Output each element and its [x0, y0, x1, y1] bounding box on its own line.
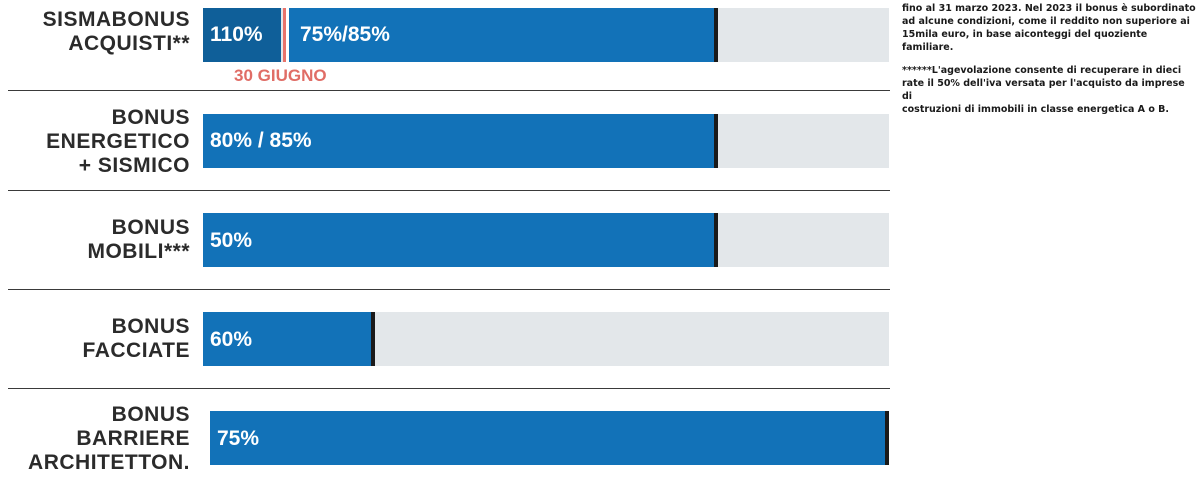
- row-label-line: ENERGETICO: [46, 130, 190, 153]
- bar-fill: [289, 8, 716, 62]
- data-label: 110%: [210, 23, 263, 46]
- row-label-mobili: BONUS MOBILI***: [0, 216, 190, 264]
- footnote-2: ******L'agevolazione consente di recuper…: [902, 64, 1198, 116]
- bar-end-mark: [370, 312, 375, 366]
- data-label: 75%/85%: [300, 23, 390, 46]
- row-divider: [8, 388, 890, 389]
- data-label: 80% / 85%: [210, 129, 312, 152]
- bar-fill: [203, 213, 716, 267]
- bar-fill: [203, 312, 373, 366]
- row-label-energetico: BONUS ENERGETICO + SISMICO: [0, 106, 190, 178]
- row-divider: [8, 190, 890, 191]
- footnote-1: fino al 31 marzo 2023. Nel 2023 il bonus…: [902, 2, 1198, 54]
- deadline-annotation: 30 GIUGNO: [234, 66, 327, 85]
- row-label-line: BONUS: [111, 106, 190, 129]
- row-label-line: ACQUISTI**: [68, 32, 190, 55]
- row-label-line: + SISMICO: [78, 154, 190, 177]
- bar-end-mark: [713, 114, 718, 168]
- bar-end-mark: [713, 213, 718, 267]
- footnote-line: ad alcune condizioni, come il reddito no…: [902, 16, 1190, 27]
- bar-segment-110: [203, 8, 281, 62]
- data-label: 75%: [217, 427, 260, 450]
- footnote-line: rate il 50% dell'iva versata per l'acqui…: [902, 78, 1185, 102]
- row-label-facciate: BONUS FACCIATE: [0, 315, 190, 363]
- row-divider: [8, 289, 890, 290]
- footnote-line: 15mila euro, in base aiconteggi del quoz…: [902, 29, 1148, 53]
- row-label-line: BARRIERE: [76, 427, 190, 450]
- data-label: 50%: [210, 229, 253, 252]
- footnote-line: costruzioni di immobili in classe energe…: [902, 104, 1170, 115]
- row-label-line: BONUS: [111, 403, 190, 426]
- deadline-marker: [283, 8, 286, 62]
- row-label-sismabonus: SISMABONUS ACQUISTI**: [0, 8, 190, 56]
- data-label: 60%: [210, 328, 253, 351]
- row-label-line: MOBILI***: [87, 240, 190, 263]
- bar-end-mark: [885, 411, 889, 465]
- row-label-line: SISMABONUS: [42, 8, 190, 31]
- row-label-line: BONUS: [111, 315, 190, 338]
- bar-fill: [203, 114, 716, 168]
- bar-fill: [210, 411, 887, 465]
- row-label-line: BONUS: [111, 216, 190, 239]
- row-label-barriere: BONUS BARRIERE ARCHITETTON.: [0, 403, 190, 475]
- footnote-line: ******L'agevolazione consente di recuper…: [902, 65, 1182, 76]
- row-label-line: ARCHITETTON.: [28, 451, 190, 474]
- row-divider: [8, 90, 890, 91]
- row-label-line: FACCIATE: [82, 339, 190, 362]
- bar-end-mark: [713, 8, 718, 62]
- marker-gap: [286, 8, 289, 62]
- footnote-line: fino al 31 marzo 2023. Nel 2023 il bonus…: [902, 3, 1196, 14]
